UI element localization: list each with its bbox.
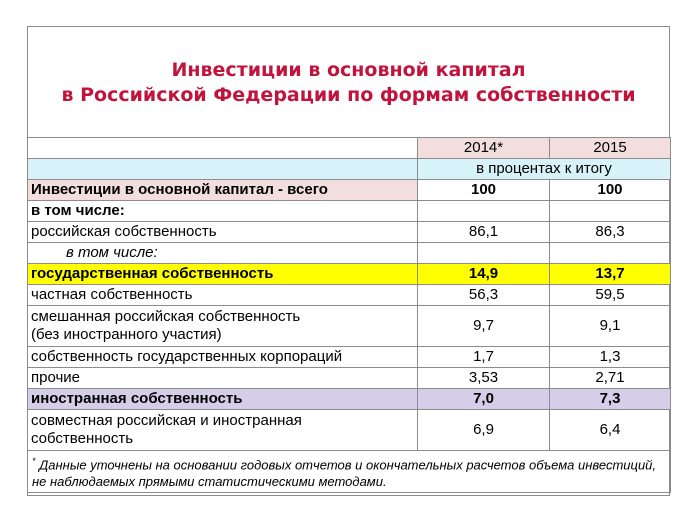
table-row-foreign: иностранная собственность 7,0 7,3	[27, 388, 671, 410]
row-label: Инвестиции в основной капитал - всего	[27, 179, 418, 201]
footnote-mark: *	[32, 456, 36, 466]
value-2014: 14,9	[417, 263, 550, 285]
value-2014: 56,3	[417, 284, 550, 306]
value-2014: 6,9	[417, 409, 550, 451]
table-row-state: государственная собственность 14,9 13,7	[27, 263, 671, 285]
value-2015: 86,3	[549, 221, 671, 243]
row-label: российская собственность	[27, 221, 418, 243]
value-2015: 1,3	[549, 346, 671, 368]
value-2014: 86,1	[417, 221, 550, 243]
value-2015: 7,3	[549, 388, 671, 410]
value-2014: 100	[417, 179, 550, 201]
value-2015: 59,5	[549, 284, 671, 306]
slide-title: Инвестиции в основной капитал в Российск…	[27, 58, 670, 108]
row-label: собственность государственных корпораций	[27, 346, 418, 368]
value-2014	[417, 200, 550, 222]
row-label: прочие	[27, 367, 418, 389]
value-2015	[549, 242, 671, 264]
header-2015: 2015	[549, 137, 671, 159]
unit-row: в процентах к итогу	[27, 158, 671, 180]
header-2014: 2014*	[417, 137, 550, 159]
row-label: в том числе:	[27, 242, 418, 264]
footnote: * Данные уточнены на основании годовых о…	[27, 449, 671, 494]
row-label: смешанная российская собственность (без …	[27, 305, 418, 347]
value-2015: 13,7	[549, 263, 671, 285]
title-line-1: Инвестиции в основной капитал	[171, 59, 526, 81]
unit-label: в процентах к итогу	[417, 158, 671, 180]
table-row-mixed: смешанная российская собственность (без …	[27, 305, 671, 347]
value-2014	[417, 242, 550, 264]
unit-row-blank	[27, 158, 418, 180]
table-row-other: прочие 3,53 2,71	[27, 367, 671, 389]
footnote-row: * Данные уточнены на основании годовых о…	[27, 449, 671, 494]
table-row-including-sub: в том числе:	[27, 242, 671, 264]
value-2015	[549, 200, 671, 222]
value-2014: 1,7	[417, 346, 550, 368]
row-label-line-1: совместная российская и иностранная	[31, 412, 302, 429]
value-2015: 6,4	[549, 409, 671, 451]
value-2015: 100	[549, 179, 671, 201]
value-2014: 9,7	[417, 305, 550, 347]
footnote-text: Данные уточнены на основании годовых отч…	[32, 457, 657, 490]
header-row: 2014* 2015	[27, 137, 671, 159]
header-empty-cell	[27, 137, 418, 159]
row-label-line-1: смешанная российская собственность	[31, 308, 301, 325]
table-row-private: частная собственность 56,3 59,5	[27, 284, 671, 306]
row-label-line-2: собственность	[31, 430, 134, 447]
table-row-including: в том числе:	[27, 200, 671, 222]
row-label: в том числе:	[27, 200, 418, 222]
row-label: совместная российская и иностранная собс…	[27, 409, 418, 451]
table-row-joint: совместная российская и иностранная собс…	[27, 409, 671, 451]
title-line-2: в Российской Федерации по формам собстве…	[61, 84, 636, 106]
value-2014: 3,53	[417, 367, 550, 389]
row-label: иностранная собственность	[27, 388, 418, 410]
value-2014: 7,0	[417, 388, 550, 410]
value-2015: 9,1	[549, 305, 671, 347]
row-label-line-2: (без иностранного участия)	[31, 326, 222, 343]
table-row-state-corps: собственность государственных корпораций…	[27, 346, 671, 368]
table-row-russian: российская собственность 86,1 86,3	[27, 221, 671, 243]
table-row-total: Инвестиции в основной капитал - всего 10…	[27, 179, 671, 201]
value-2015: 2,71	[549, 367, 671, 389]
row-label: частная собственность	[27, 284, 418, 306]
investment-table: 2014* 2015 в процентах к итогу Инвестици…	[27, 137, 671, 494]
row-label: государственная собственность	[27, 263, 418, 285]
